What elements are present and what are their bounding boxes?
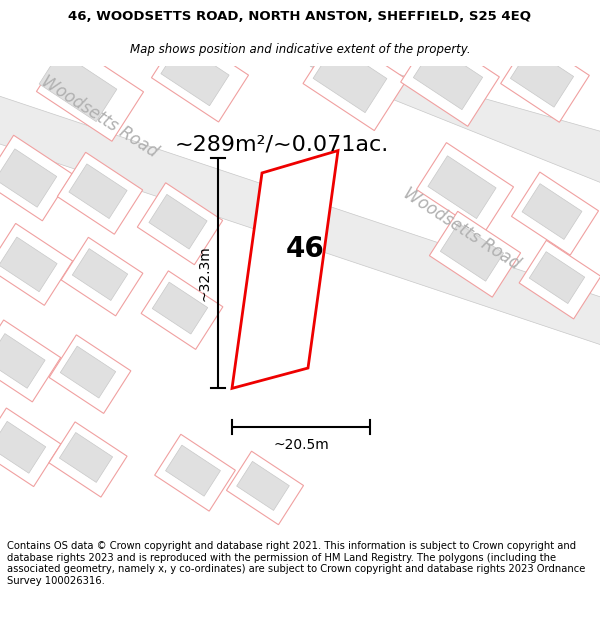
Polygon shape xyxy=(310,66,600,198)
Polygon shape xyxy=(0,149,57,208)
Text: ~289m²/~0.071ac.: ~289m²/~0.071ac. xyxy=(175,134,389,154)
Polygon shape xyxy=(428,156,496,219)
Text: 46: 46 xyxy=(286,235,325,263)
Polygon shape xyxy=(141,271,223,349)
Polygon shape xyxy=(161,43,229,106)
Polygon shape xyxy=(0,320,61,402)
Polygon shape xyxy=(166,445,220,496)
Polygon shape xyxy=(511,48,574,107)
Polygon shape xyxy=(60,346,116,398)
Polygon shape xyxy=(58,152,143,234)
Polygon shape xyxy=(440,223,503,281)
Polygon shape xyxy=(401,32,499,126)
Polygon shape xyxy=(69,164,127,219)
Polygon shape xyxy=(303,32,407,131)
Polygon shape xyxy=(519,241,600,319)
Polygon shape xyxy=(529,252,585,304)
Polygon shape xyxy=(152,282,208,334)
Polygon shape xyxy=(500,37,589,122)
Polygon shape xyxy=(0,223,73,306)
Polygon shape xyxy=(0,89,600,358)
Polygon shape xyxy=(430,211,521,297)
Polygon shape xyxy=(37,42,143,141)
Text: Contains OS data © Crown copyright and database right 2021. This information is : Contains OS data © Crown copyright and d… xyxy=(7,541,586,586)
Polygon shape xyxy=(137,182,223,265)
Polygon shape xyxy=(49,422,127,497)
Text: Woodsetts Road: Woodsetts Road xyxy=(400,184,523,273)
Polygon shape xyxy=(0,334,45,388)
Polygon shape xyxy=(155,434,235,511)
Text: Woodsetts Road: Woodsetts Road xyxy=(38,72,161,161)
Polygon shape xyxy=(522,184,582,239)
Polygon shape xyxy=(413,45,482,109)
Polygon shape xyxy=(39,52,117,122)
Polygon shape xyxy=(313,44,387,112)
Polygon shape xyxy=(59,432,113,482)
Polygon shape xyxy=(72,249,128,301)
Text: Map shows position and indicative extent of the property.: Map shows position and indicative extent… xyxy=(130,43,470,56)
Polygon shape xyxy=(49,335,131,413)
Text: ~32.3m: ~32.3m xyxy=(197,245,211,301)
Polygon shape xyxy=(0,135,73,221)
Polygon shape xyxy=(0,408,61,487)
Polygon shape xyxy=(61,238,143,316)
Polygon shape xyxy=(0,421,46,473)
Polygon shape xyxy=(232,151,338,388)
Text: ~20.5m: ~20.5m xyxy=(273,438,329,452)
Polygon shape xyxy=(149,194,207,249)
Polygon shape xyxy=(0,237,57,292)
Text: 46, WOODSETTS ROAD, NORTH ANSTON, SHEFFIELD, S25 4EQ: 46, WOODSETTS ROAD, NORTH ANSTON, SHEFFI… xyxy=(68,10,532,23)
Polygon shape xyxy=(151,31,248,122)
Polygon shape xyxy=(511,172,599,255)
Polygon shape xyxy=(236,461,289,511)
Polygon shape xyxy=(416,142,514,234)
Polygon shape xyxy=(226,451,304,525)
